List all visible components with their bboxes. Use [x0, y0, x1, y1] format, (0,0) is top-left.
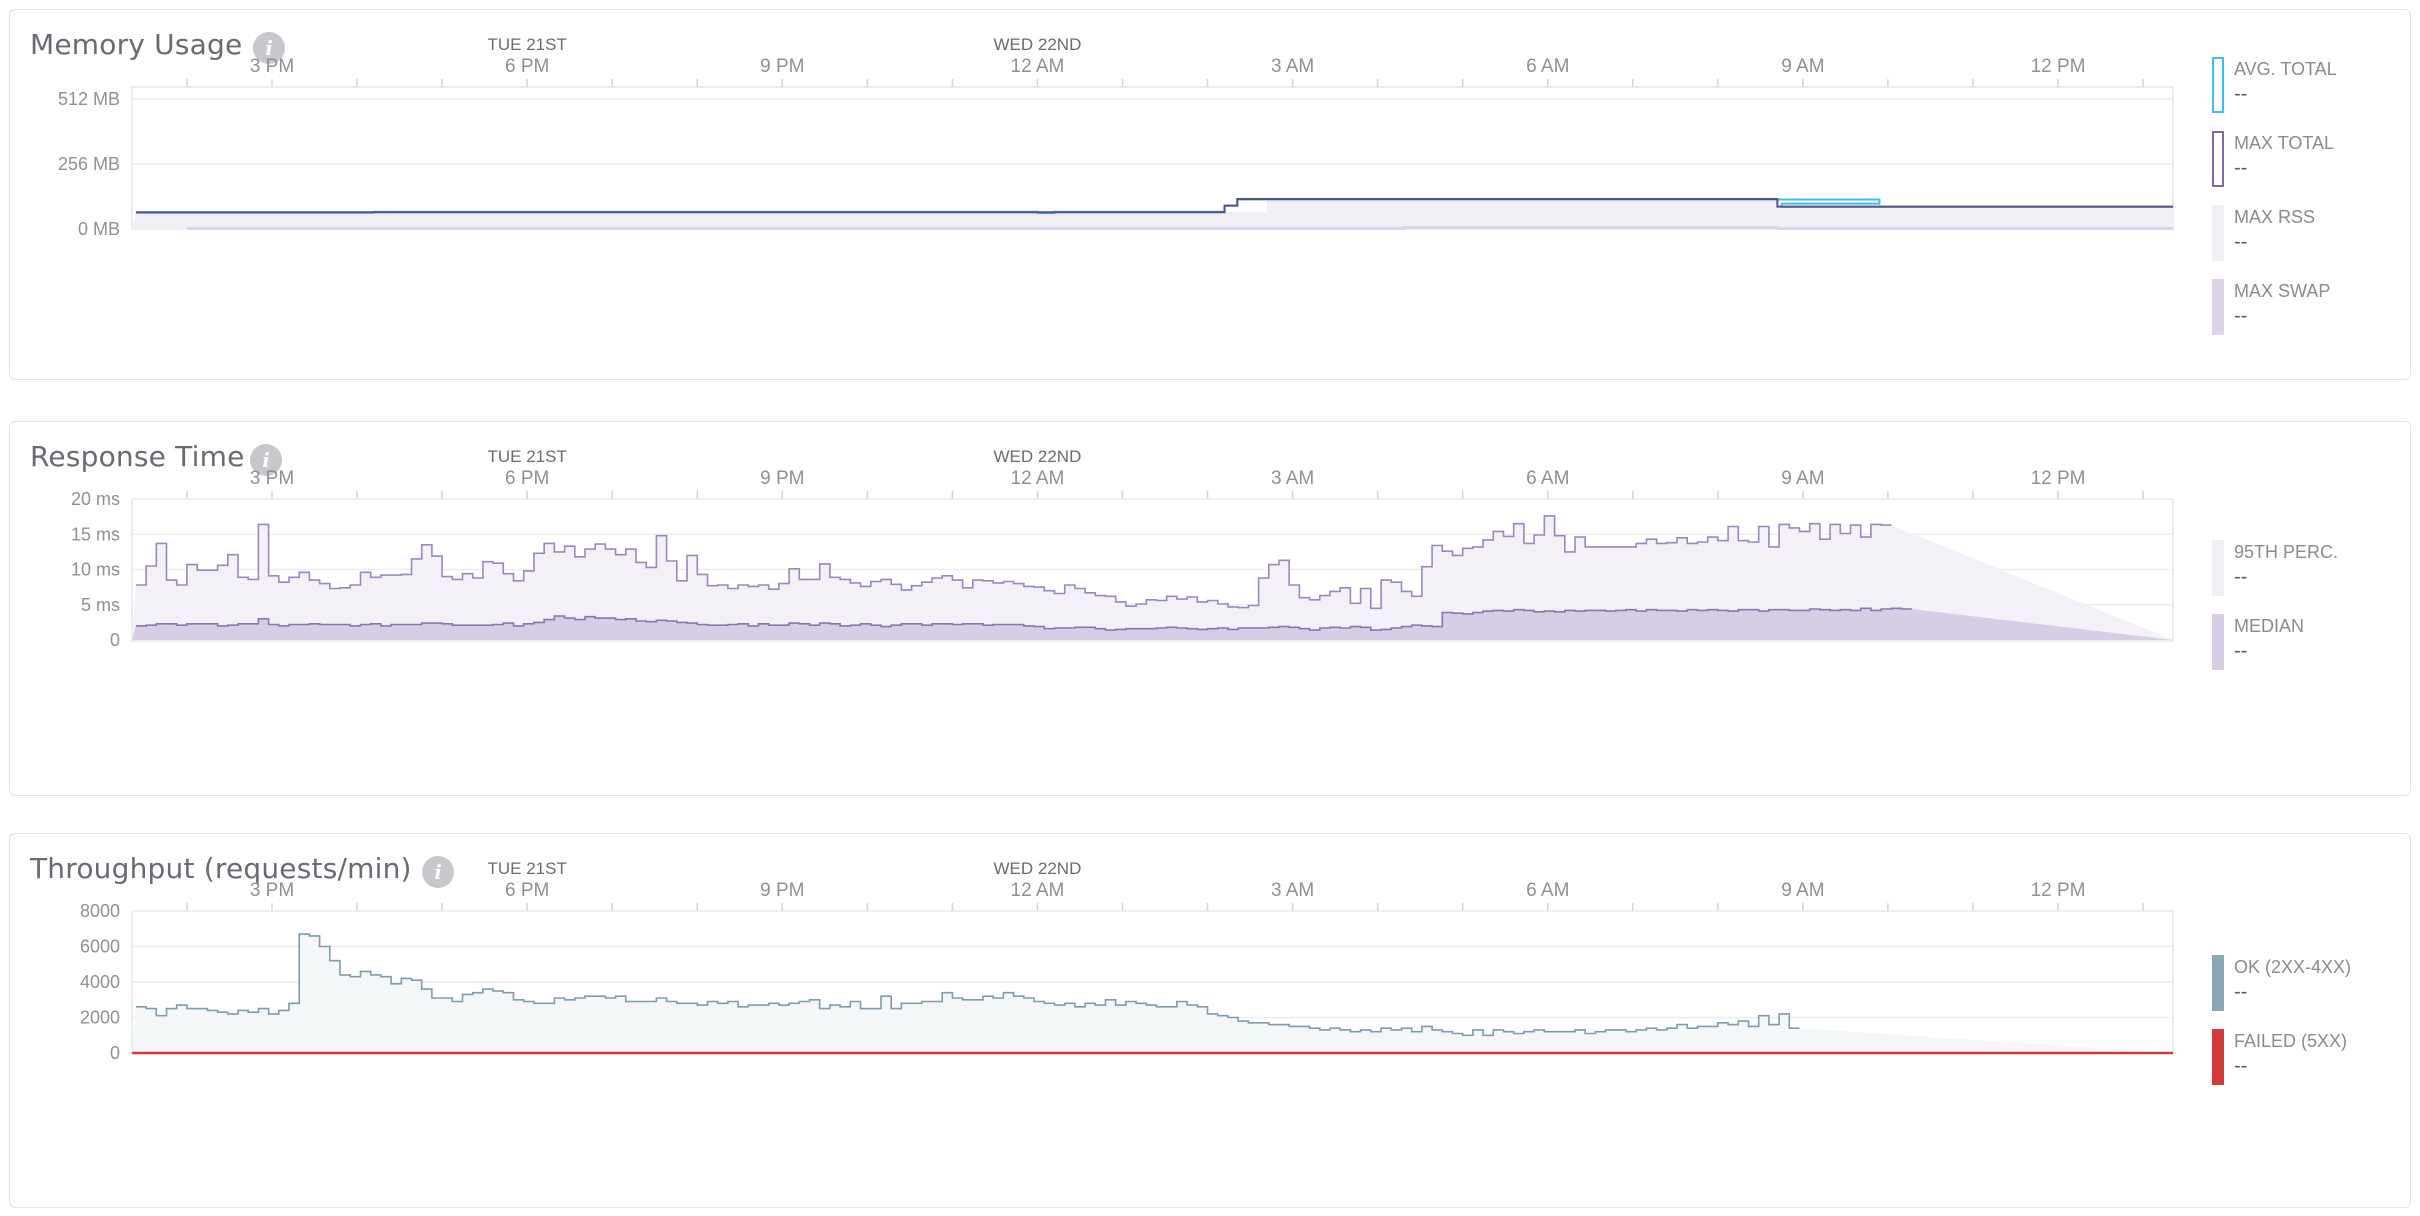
legend-label: MAX SWAP — [2234, 281, 2331, 301]
x-tick-label: 12 AM — [1011, 880, 1065, 901]
legend-value: -- — [2234, 640, 2248, 662]
x-day-label: TUE 21ST — [487, 859, 566, 878]
x-tick-label: 3 AM — [1271, 56, 1314, 77]
ok-area — [132, 934, 2173, 1053]
legend-label: MAX RSS — [2234, 207, 2316, 227]
response-time-panel: Response Time i 0 5 ms 10 ms 15 ms 20 ms 3 PM… — [9, 421, 2411, 796]
x-tick-label: 3 PM — [250, 880, 294, 901]
median-line — [135, 607, 1912, 631]
x-tick-label: 3 AM — [1271, 880, 1314, 901]
y-tick-label: 8000 — [80, 901, 120, 921]
legend-label: 95TH PERC. — [2234, 542, 2339, 562]
legend-value: -- — [2234, 157, 2248, 179]
y-tick-label: 256 MB — [58, 154, 120, 174]
y-tick-label: 4000 — [80, 972, 120, 992]
throughput-panel: Throughput (requests/min) i 0 2000 4000 600… — [9, 833, 2411, 1208]
median-area — [132, 608, 2173, 640]
legend-item-max-total[interactable]: MAX TOTAL -- — [2212, 131, 2402, 191]
x-tick-label: 12 PM — [2031, 468, 2086, 489]
legend-item-95th-perc[interactable]: 95TH PERC. -- — [2212, 540, 2402, 600]
legend-value: -- — [2234, 231, 2248, 253]
x-tick-label: 6 AM — [1526, 56, 1569, 77]
info-icon[interactable]: i — [422, 856, 454, 888]
x-tick-label: 12 PM — [2031, 56, 2086, 77]
legend-item-failed[interactable]: FAILED (5XX) -- — [2212, 1029, 2402, 1089]
x-tick-label: 6 PM — [505, 56, 549, 77]
x-tick-label: 9 AM — [1781, 56, 1824, 77]
info-icon[interactable]: i — [250, 444, 282, 476]
x-tick-label: 9 AM — [1781, 468, 1824, 489]
x-tick-label: 9 PM — [760, 56, 804, 77]
x-tick-label: 9 PM — [760, 880, 804, 901]
x-tick-label: 3 AM — [1271, 468, 1314, 489]
y-tick-label: 0 — [110, 630, 120, 650]
y-tick-label: 10 ms — [71, 560, 120, 580]
y-tick-label: 0 MB — [78, 219, 120, 239]
y-tick-label: 0 — [110, 1043, 120, 1063]
legend-value: -- — [2234, 981, 2248, 1003]
x-day-label: WED 22ND — [994, 859, 1082, 878]
legend-item-ok[interactable]: OK (2XX-4XX) -- — [2212, 955, 2402, 1015]
legend-item-max-swap[interactable]: MAX SWAP -- — [2212, 279, 2402, 339]
legend-value: -- — [2234, 305, 2248, 327]
legend-swatch — [2212, 279, 2224, 335]
legend-item-avg-total[interactable]: AVG. TOTAL -- — [2212, 57, 2402, 117]
panel-title: Response Time — [30, 440, 245, 473]
x-tick-label: 6 AM — [1526, 468, 1569, 489]
x-tick-label: 6 PM — [505, 880, 549, 901]
max-swap-line — [186, 225, 2173, 230]
x-tick-label: 9 AM — [1781, 880, 1824, 901]
x-tick-label: 12 PM — [2031, 880, 2086, 901]
legend-label: MAX TOTAL — [2234, 133, 2335, 153]
x-tick-label: 12 AM — [1011, 468, 1065, 489]
y-tick-label: 512 MB — [58, 89, 120, 109]
panel-title: Throughput (requests/min) — [30, 852, 412, 885]
throughput-chart: 0 2000 4000 6000 8000 3 PM 6 PM 9 PM 12 AM 3 AM 6 … — [80, 859, 2174, 1063]
legend-swatch — [2212, 131, 2224, 187]
legend-swatch — [2212, 205, 2224, 261]
y-tick-label: 15 ms — [71, 524, 120, 544]
max-total-line — [135, 198, 2173, 214]
legend-swatch — [2212, 540, 2224, 596]
x-tick-label: 3 PM — [250, 468, 294, 489]
legend-value: -- — [2234, 83, 2248, 105]
legend-swatch — [2212, 1029, 2224, 1085]
max-rss-area — [132, 199, 2173, 229]
response-time-chart: 0 5 ms 10 ms 15 ms 20 ms 3 PM 6 PM 9 PM 12 AM 3 A… — [71, 447, 2174, 650]
y-tick-label: 20 ms — [71, 489, 120, 509]
x-day-label: WED 22ND — [994, 447, 1082, 466]
legend-value: -- — [2234, 566, 2248, 588]
x-tick-label: 6 AM — [1526, 880, 1569, 901]
x-tick-label: 3 PM — [250, 56, 294, 77]
legend-label: MEDIAN — [2234, 616, 2305, 636]
95th-perc-line — [135, 515, 1892, 610]
95th-perc-area — [132, 515, 2173, 640]
memory-usage-chart: 0 MB 256 MB 512 MB 3 PM 6 PM 9 PM 12 AM 3 AM 6 A… — [58, 35, 2174, 239]
legend-item-median[interactable]: MEDIAN -- — [2212, 614, 2402, 674]
legend-swatch — [2212, 614, 2224, 670]
legend-label: FAILED (5XX) — [2234, 1031, 2348, 1051]
x-day-label: TUE 21ST — [487, 35, 566, 54]
memory-usage-panel: Memory Usage i 0 MB 256 MB 512 MB 3 PM 6 PM 9… — [9, 9, 2411, 380]
x-tick-label: 12 AM — [1011, 56, 1065, 77]
ok-line — [135, 933, 1800, 1037]
legend-label: AVG. TOTAL — [2234, 59, 2337, 79]
x-day-label: TUE 21ST — [487, 447, 566, 466]
info-icon[interactable]: i — [253, 32, 285, 64]
y-tick-label: 5 ms — [81, 595, 120, 615]
x-day-label: WED 22ND — [994, 35, 1082, 54]
legend-swatch — [2212, 57, 2224, 113]
x-tick-label: 9 PM — [760, 468, 804, 489]
y-tick-label: 2000 — [80, 1008, 120, 1028]
legend-item-max-rss[interactable]: MAX RSS -- — [2212, 205, 2402, 265]
x-tick-label: 6 PM — [505, 468, 549, 489]
y-tick-label: 6000 — [80, 937, 120, 957]
legend-swatch — [2212, 955, 2224, 1011]
legend-label: OK (2XX-4XX) — [2234, 957, 2352, 977]
legend-value: -- — [2234, 1055, 2248, 1077]
panel-title: Memory Usage — [30, 28, 243, 61]
